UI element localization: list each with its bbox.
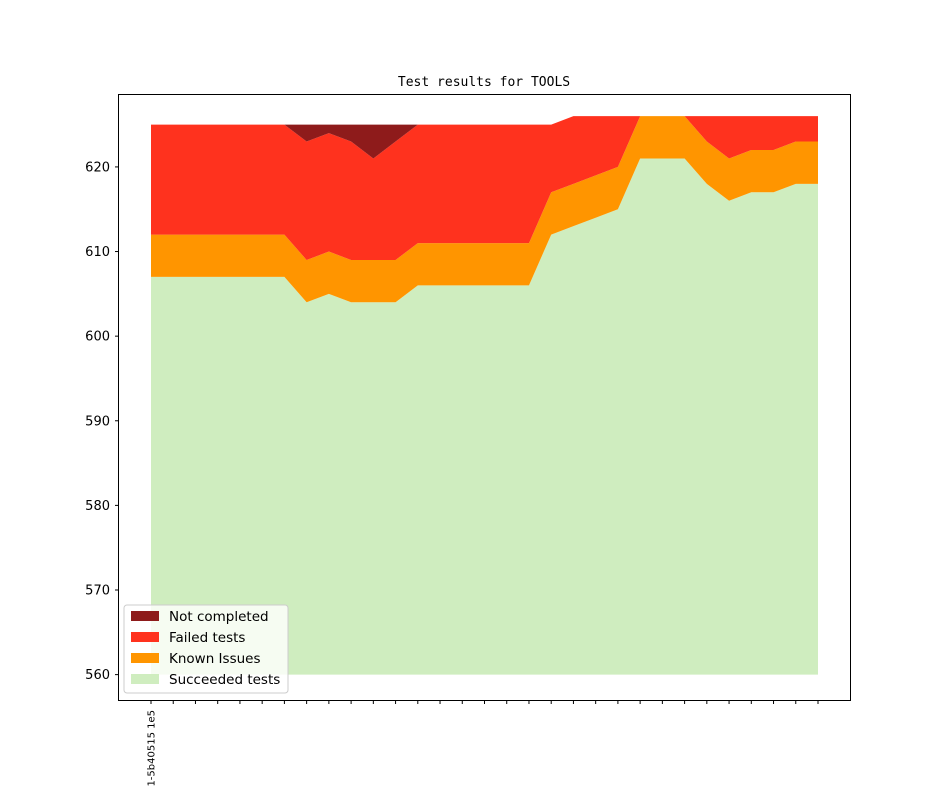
y-axis: 560 570 580 590 600 610 620 [85, 160, 119, 683]
area-known-issues [151, 116, 818, 303]
x-tick-label: 11-5b40515 1e5 [147, 710, 158, 787]
legend-label-known-issues: Known Issues [169, 651, 261, 667]
y-tick-label-590: 590 [85, 414, 110, 429]
area-not-completed [151, 116, 818, 159]
chart-title: Test results for TOOLS [398, 75, 570, 90]
legend: Not completed Failed tests Known Issues Suc… [123, 604, 289, 694]
legend-label-failed-tests: Failed tests [169, 630, 245, 646]
y-tick-label-580: 580 [85, 499, 110, 514]
y-tick-label-570: 570 [85, 584, 110, 599]
area-failed-tests [151, 116, 818, 261]
y-tick-label-620: 620 [85, 160, 110, 175]
legend-swatch-not-completed [131, 611, 159, 621]
legend-swatch-succeeded-tests [131, 674, 159, 684]
x-axis: 11-5b40515 1e5 [147, 700, 819, 787]
legend-swatch-known-issues [131, 653, 159, 663]
y-tick-label-610: 610 [85, 245, 110, 260]
area-succeeded-tests [151, 158, 818, 675]
legend-label-not-completed: Not completed [169, 609, 269, 625]
area-series-group [151, 116, 818, 675]
y-tick-label-560: 560 [85, 668, 110, 683]
y-tick-label-600: 600 [85, 330, 110, 345]
legend-swatch-failed-tests [131, 632, 159, 642]
legend-label-succeeded-tests: Succeeded tests [169, 672, 280, 688]
legend-box [123, 604, 289, 694]
